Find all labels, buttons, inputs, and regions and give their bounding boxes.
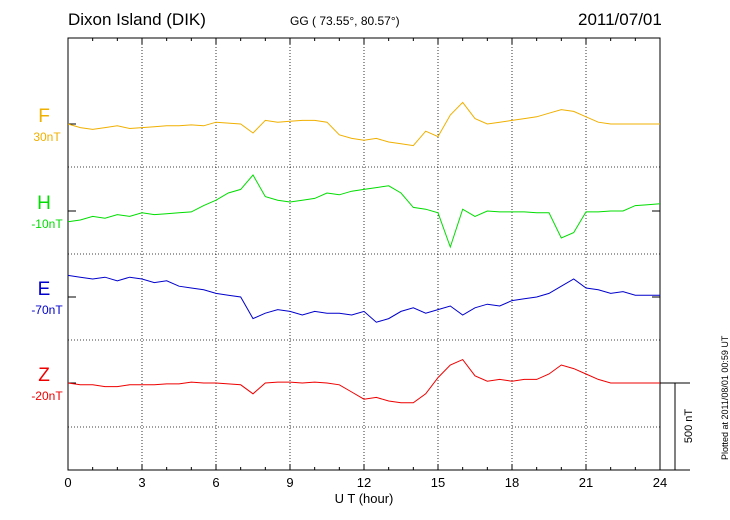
x-tick-label: 24: [653, 475, 667, 490]
series-line-h: [67, 174, 661, 249]
series-line-e: [67, 274, 660, 323]
x-tick-label: 0: [64, 475, 71, 490]
series-name-label: Z: [38, 365, 50, 386]
plotted-timestamp: Plotted at 2011/08/01 00:59 UT: [720, 335, 730, 460]
series-offset-label: 30nT: [33, 130, 61, 144]
series-offset-label: -10nT: [31, 217, 63, 231]
x-tick-label: 9: [286, 475, 293, 490]
x-tick-label: 6: [212, 475, 219, 490]
x-tick-label: 18: [505, 475, 519, 490]
scale-bar-label: 500 nT: [683, 409, 695, 444]
coordinates-label: GG ( 73.55°, 80.57°): [290, 14, 400, 28]
date-label: 2011/07/01: [578, 10, 662, 29]
x-tick-label: 21: [579, 475, 593, 490]
x-tick-label: 15: [431, 475, 445, 490]
series-name-label: E: [38, 279, 51, 300]
series-name-label: F: [38, 106, 50, 127]
series-line-f: [67, 101, 660, 147]
series-offset-label: -20nT: [31, 389, 63, 403]
series-line-z: [67, 358, 660, 404]
x-tick-label: 3: [138, 475, 145, 490]
station-title: Dixon Island (DIK): [68, 10, 206, 29]
x-axis-label: U T (hour): [335, 491, 394, 506]
series-name-label: H: [37, 193, 51, 214]
series-offset-label: -70nT: [31, 303, 63, 317]
x-tick-label: 12: [357, 475, 371, 490]
